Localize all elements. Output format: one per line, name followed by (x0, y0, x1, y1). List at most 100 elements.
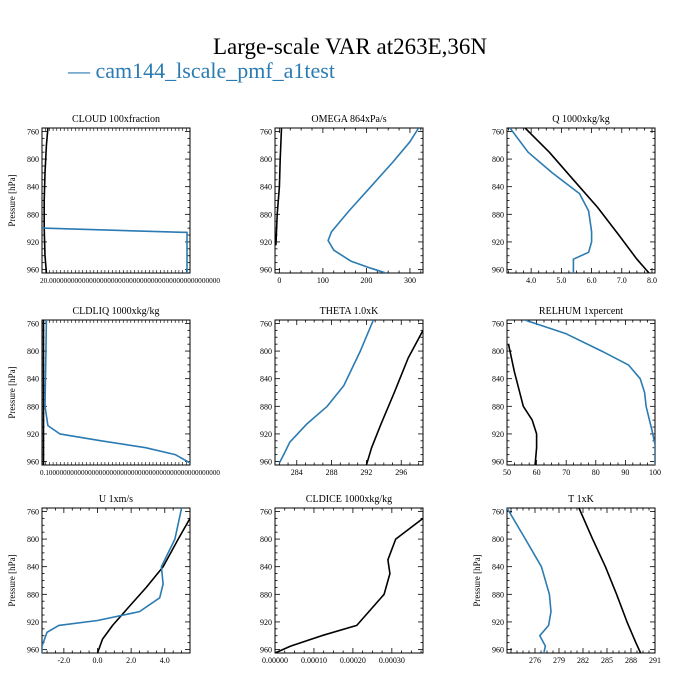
legend-entry: — cam144_lscale_pmf_a1test (68, 58, 335, 83)
y-tick-label: 920 (492, 430, 504, 439)
series-line-black (275, 517, 423, 653)
y-tick-label: 800 (492, 347, 504, 356)
y-tick-label: 880 (492, 210, 504, 219)
y-tick-label: 880 (27, 402, 39, 411)
plot-frame (506, 507, 656, 654)
x-tick-label: 292 (360, 468, 372, 477)
series-line-black (43, 128, 49, 273)
chart-panel-1: CLOUD 100xfraction 760 800 840 880 920 960 Pres… (7, 114, 221, 285)
x-tick-label: 7.0 (617, 276, 627, 285)
x-tick-label: 50 (503, 468, 511, 477)
y-tick-label: 760 (260, 127, 272, 136)
x-tick-label: 5.0 (556, 276, 566, 285)
y-tick-label: 840 (260, 375, 272, 384)
y-tick-label: 800 (27, 347, 39, 356)
y-tick-label: 960 (492, 266, 504, 275)
plot-frame (274, 127, 424, 274)
x-tick-label: 4.0 (526, 276, 536, 285)
y-tick-label: 920 (492, 618, 504, 627)
y-tick-label: 760 (492, 319, 504, 328)
x-tick-label: 285 (601, 656, 613, 665)
panel-title: U 1xm/s (99, 494, 133, 505)
y-tick-label: 800 (492, 155, 504, 164)
y-tick-label: 840 (27, 563, 39, 572)
y-tick-label: 920 (260, 618, 272, 627)
series-line-blue (44, 320, 190, 464)
y-tick-label: 880 (492, 402, 504, 411)
chart-panel-5: THETA 1.0xK 760 800 840 880 920 960 284 288 292 29… (260, 306, 424, 477)
series-line-black (96, 518, 190, 653)
x-tick-label: 20.0000000000000000000000000000000000000… (40, 277, 221, 285)
y-tick-label: 880 (260, 402, 272, 411)
y-tick-label: 800 (260, 347, 272, 356)
y-tick-label: 840 (260, 563, 272, 572)
y-tick-label: 840 (27, 375, 39, 384)
x-tick-label: 100 (649, 468, 661, 477)
series-line-blue (278, 320, 375, 464)
series-line-black (275, 128, 283, 246)
x-tick-label: 288 (326, 468, 338, 477)
panel-title: RELHUM 1xpercent (539, 306, 623, 317)
x-tick-label: 200 (360, 276, 372, 285)
x-tick-label: 284 (291, 468, 303, 477)
x-tick-label: 279 (553, 656, 565, 665)
y-tick-label: 760 (27, 319, 39, 328)
y-tick-label: 800 (27, 155, 39, 164)
chart-panel-8: CLDICE 1000xkg/kg7608008408809209600.000… (260, 494, 424, 665)
x-tick-label: 296 (395, 468, 407, 477)
panel-title: CLDLIQ 1000xkg/kg (73, 306, 160, 317)
panel-title: Q 1000xkg/kg (552, 114, 610, 125)
x-tick-label: 8.0 (647, 276, 657, 285)
series-line-blue (524, 320, 655, 465)
y-tick-label: 880 (27, 210, 39, 219)
y-tick-label: 760 (260, 507, 272, 516)
y-tick-label: 960 (27, 646, 39, 655)
figure-title: Large-scale VAR at263E,36N (212, 34, 488, 59)
chart-panel-7: U 1xm/s 760 800 840 880 920 960 Pressure [hPa] -… (7, 494, 191, 665)
series-line-black (578, 508, 642, 653)
plot-frame (41, 507, 191, 654)
x-tick-label: 0.10000000000000000000000000000000000000… (40, 469, 221, 477)
y-tick-label: 960 (492, 458, 504, 467)
x-tick-label: -2.0 (58, 656, 71, 665)
y-tick-label: 760 (27, 127, 39, 136)
y-axis-label: Pressure [hPa] (7, 554, 17, 606)
chart-panel-4: CLDLIQ 1000xkg/kg 760 800 840 880 920 960 Press… (7, 306, 221, 477)
y-tick-label: 760 (492, 127, 504, 136)
y-tick-label: 880 (492, 590, 504, 599)
y-tick-label: 960 (492, 646, 504, 655)
y-tick-label: 880 (27, 590, 39, 599)
y-tick-label: 800 (260, 535, 272, 544)
x-tick-label: 90 (621, 468, 629, 477)
y-tick-label: 800 (260, 155, 272, 164)
y-axis-label: Pressure [hPa] (7, 174, 17, 226)
y-tick-label: 800 (492, 535, 504, 544)
plot-frame (274, 319, 424, 466)
x-tick-label: 100 (317, 276, 329, 285)
y-tick-label: 840 (260, 183, 272, 192)
y-tick-label: 920 (260, 430, 272, 439)
panel-title: OMEGA 864xPa/s (311, 114, 386, 125)
panel-title: THETA 1.0xK (320, 306, 379, 317)
x-tick-label: 0.00020 (340, 656, 366, 665)
panel-title: T 1xK (568, 494, 594, 505)
x-tick-label: 282 (577, 656, 589, 665)
x-tick-label: 80 (592, 468, 600, 477)
y-tick-label: 840 (492, 563, 504, 572)
series-line-blue (327, 128, 420, 273)
y-tick-label: 840 (492, 375, 504, 384)
x-tick-label: 0.00030 (379, 656, 405, 665)
plot-frame (41, 127, 191, 274)
y-tick-label: 880 (260, 590, 272, 599)
y-tick-label: 760 (260, 319, 272, 328)
panel-title: CLDICE 1000xkg/kg (306, 494, 392, 505)
y-tick-label: 800 (27, 535, 39, 544)
series-line-black (507, 344, 538, 465)
y-tick-label: 960 (27, 458, 39, 467)
x-tick-label: 2.0 (126, 656, 136, 665)
y-axis-label: Pressure [hPa] (472, 554, 482, 606)
series-line-black (365, 330, 423, 465)
chart-panel-2: OMEGA 864xPa/s 760 800 840 880 920 960 0 100 200 3… (260, 114, 424, 285)
